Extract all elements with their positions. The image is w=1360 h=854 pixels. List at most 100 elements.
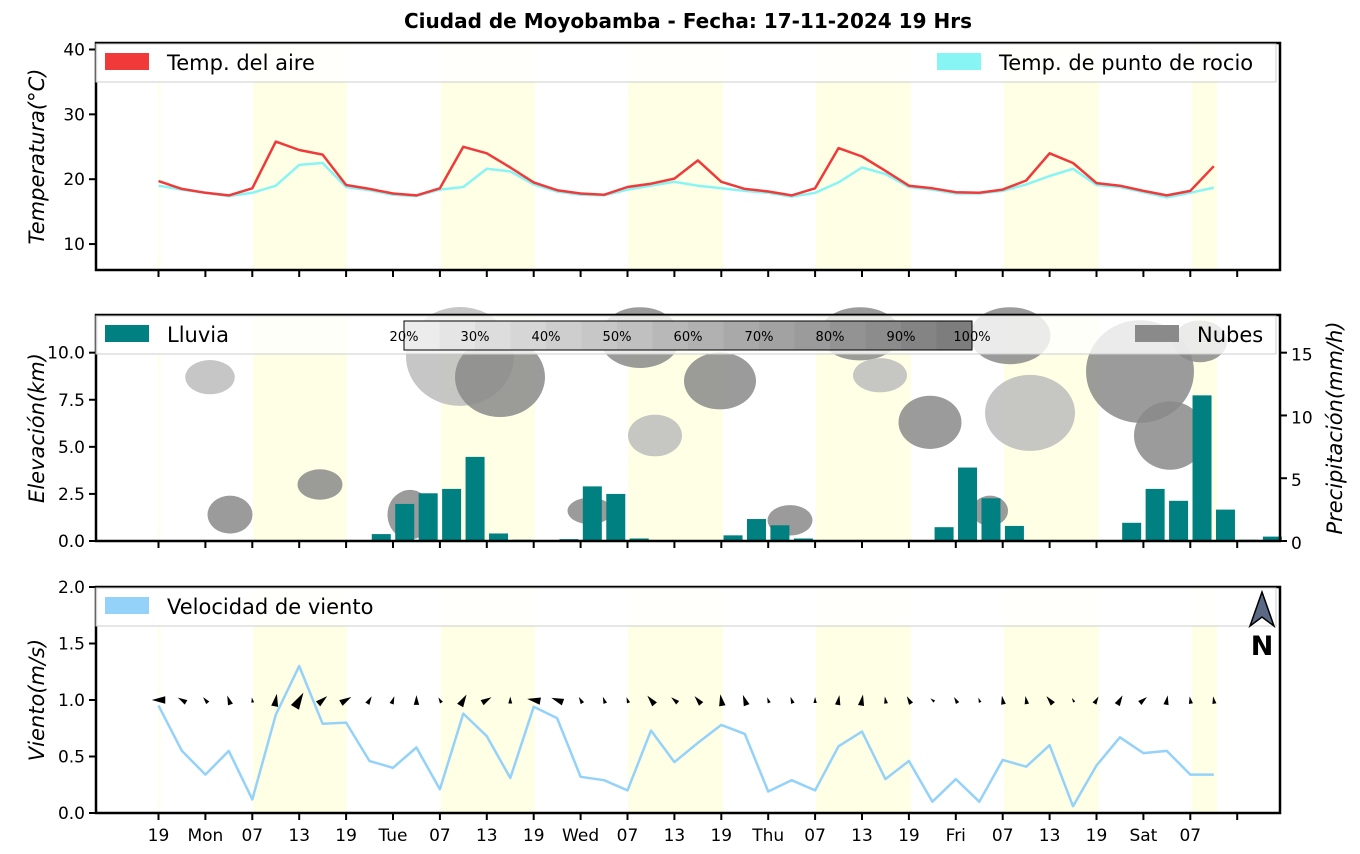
wind-direction-arrow	[1071, 698, 1076, 703]
wind-legend: Velocidad de viento	[95, 587, 1277, 627]
wind-direction-arrow	[790, 696, 795, 704]
y-tick-label: 1.0	[58, 691, 85, 711]
cloud-region	[853, 358, 907, 393]
x-tick-label: 19	[898, 826, 920, 846]
colorbar-label: 90%	[887, 330, 916, 345]
wind-direction-arrow	[1001, 695, 1006, 705]
y-axis-label: Temperatura(°C)	[25, 69, 49, 245]
wind-direction-arrow	[930, 698, 936, 703]
y-tick-label: 1.5	[58, 635, 85, 655]
rain-bar	[629, 538, 649, 541]
x-tick-label: 07	[241, 826, 263, 846]
y-axis-label: Elevación(km)	[25, 353, 49, 503]
rain-bar	[958, 467, 978, 541]
wind-direction-arrow	[251, 697, 255, 703]
cloud-region	[898, 395, 962, 449]
y-axis-label: Viento(m/s)	[25, 639, 49, 761]
x-tick-label: 13	[476, 826, 498, 846]
plot-frame	[94, 585, 1282, 815]
x-tick-label: Mon	[187, 826, 223, 846]
rain-bar	[1004, 525, 1024, 541]
colorbar-label: 70%	[745, 330, 774, 345]
x-tick-label: 07	[429, 826, 451, 846]
wind-speed-line	[157, 664, 1214, 808]
x-tick-label: 13	[1039, 826, 1061, 846]
rain-bar	[770, 525, 790, 541]
rain-bar	[371, 534, 391, 541]
colorbar-label: 30%	[461, 330, 490, 345]
rain-bar	[723, 535, 743, 541]
x-tick-label: 13	[851, 826, 873, 846]
plot-frame	[94, 41, 1282, 272]
rain-bar	[1145, 488, 1165, 541]
x-tick-label: Tue	[377, 826, 407, 846]
x-tick-label: 13	[288, 826, 310, 846]
colorbar-step	[404, 321, 440, 350]
y-tick-label: 7.5	[58, 391, 85, 411]
colorbar-step	[688, 321, 724, 350]
wind-direction-arrow	[438, 697, 443, 704]
colorbar-step	[510, 321, 547, 350]
colorbar-step	[865, 321, 902, 350]
rain-bar	[582, 486, 602, 541]
y2-tick-label: 10	[1291, 408, 1313, 428]
plot-frame	[94, 313, 1282, 543]
daylight-band	[158, 315, 161, 541]
wind-direction-arrow	[457, 694, 467, 708]
wind-direction-arrow	[906, 696, 914, 705]
cloud-region	[684, 352, 756, 410]
cloud-region	[297, 469, 343, 500]
wind-direction-arrow	[339, 697, 352, 706]
cloud-region	[207, 495, 253, 534]
wind-direction-arrow	[1046, 696, 1055, 706]
legend-swatch-clouds	[1135, 325, 1179, 342]
x-tick-label: 13	[664, 826, 686, 846]
wind-direction-arrow	[1163, 695, 1169, 706]
wind-direction-arrow	[413, 695, 420, 705]
colorbar-frame	[403, 320, 973, 351]
colorbar-label: 40%	[532, 330, 561, 345]
colorbar-step	[830, 321, 866, 350]
wind-direction-arrow	[480, 697, 492, 706]
wind-direction-arrow	[315, 696, 328, 707]
rain-bar	[1122, 522, 1142, 541]
wind-direction-arrow	[578, 696, 585, 705]
wind-direction-arrow	[177, 697, 188, 705]
x-tick-label: Sat	[1129, 826, 1157, 846]
wind-direction-arrow	[719, 694, 726, 707]
rain-bar	[793, 538, 813, 541]
rain-bar	[606, 493, 626, 541]
y2-tick-label: 5	[1291, 471, 1302, 491]
y2-axis-label: Precipitación(mm/h)	[1323, 321, 1347, 534]
y-tick-label: 2.5	[58, 485, 85, 505]
x-tick-label: 19	[1086, 826, 1108, 846]
wind-direction-arrow	[290, 692, 304, 710]
wind-direction-arrow	[1114, 695, 1123, 707]
wind-direction-arrow	[551, 697, 565, 706]
x-tick-label: 07	[1179, 826, 1201, 846]
wind-direction-arrow	[1138, 697, 1147, 705]
legend-swatch-wind	[105, 597, 149, 614]
rain-bar	[418, 493, 438, 541]
wind-direction-arrow	[647, 695, 657, 707]
colorbar-step	[794, 321, 831, 350]
colorbar-step	[759, 321, 795, 350]
legend-swatch-air	[105, 53, 149, 70]
colorbar-label: 100%	[953, 330, 990, 345]
wind-direction-arrow	[271, 693, 279, 707]
x-tick-label: Fri	[946, 826, 966, 846]
wind-direction-arrow	[389, 696, 395, 705]
wind-direction-arrow	[508, 696, 513, 704]
rain-bar	[1262, 536, 1282, 541]
wind-direction-arrow	[954, 696, 960, 704]
y-tick-label: 0.0	[58, 804, 85, 824]
wind-direction-arrow	[813, 697, 817, 703]
dewpoint-line	[158, 161, 1215, 199]
colorbar-step	[936, 321, 973, 350]
wind-direction-arrow	[626, 697, 631, 704]
legend-swatch-dew	[937, 53, 981, 70]
cloud-region	[985, 374, 1075, 451]
x-tick-label: 07	[804, 826, 826, 846]
colorbar-step	[901, 321, 937, 350]
y-tick-label: 5.0	[58, 438, 85, 458]
